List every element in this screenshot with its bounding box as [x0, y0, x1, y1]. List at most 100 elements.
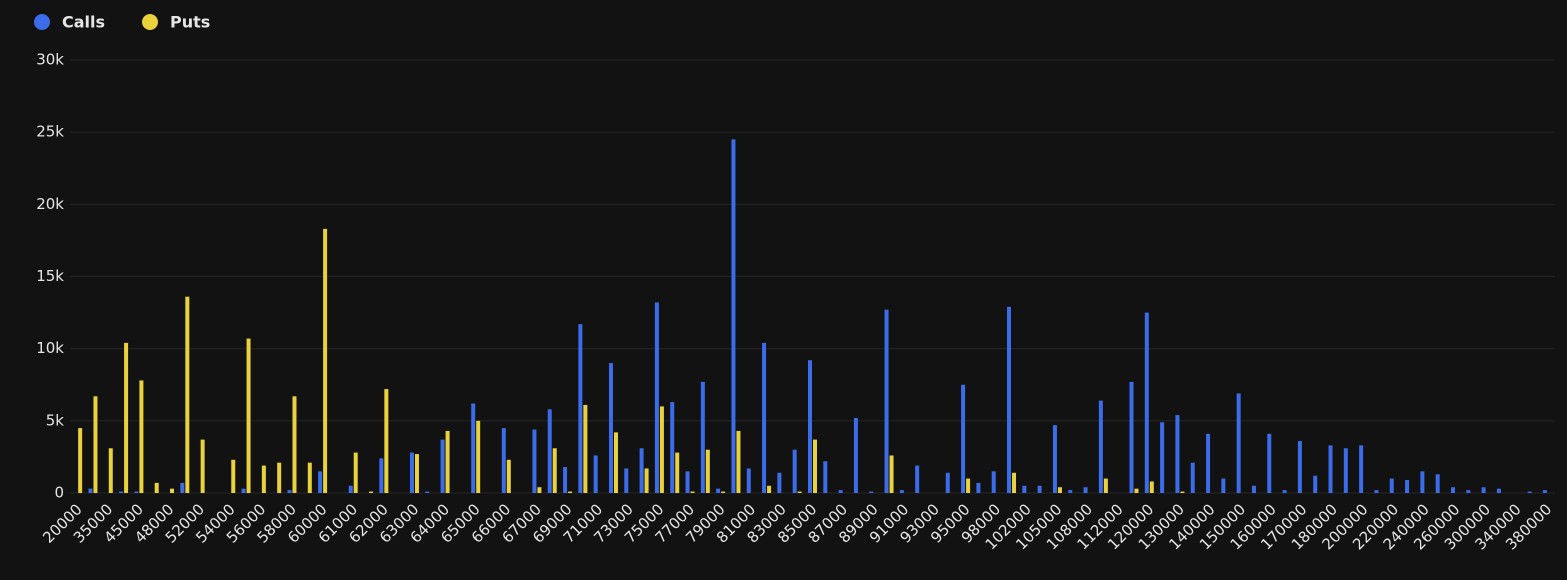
bar: [200, 439, 205, 493]
bar: [1134, 488, 1139, 493]
y-tick-label: 30k: [36, 51, 64, 69]
bar: [1103, 478, 1108, 493]
bar: [445, 430, 450, 493]
bar: [1149, 481, 1154, 493]
bar: [685, 471, 690, 493]
bar: [1435, 474, 1440, 493]
y-tick-label: 20k: [36, 195, 64, 213]
bar: [1328, 445, 1333, 493]
bar: [654, 302, 659, 493]
bar: [506, 459, 511, 493]
bar: [119, 491, 124, 493]
bar: [991, 471, 996, 493]
bar: [154, 482, 159, 493]
bar: [1542, 490, 1547, 493]
bar: [241, 488, 246, 493]
bar: [593, 455, 598, 493]
bar: [1251, 485, 1256, 493]
bar: [966, 478, 971, 493]
bar: [1450, 487, 1455, 493]
y-tick-label: 10k: [36, 339, 64, 357]
legend-label: Puts: [170, 13, 210, 32]
bar: [1297, 441, 1302, 493]
bar: [180, 482, 185, 493]
bar: [501, 428, 506, 493]
bar: [1481, 487, 1486, 493]
bar: [1129, 381, 1134, 493]
bar: [899, 490, 904, 493]
bar: [838, 490, 843, 493]
bar: [471, 403, 476, 493]
bar: [736, 430, 741, 493]
bar: [639, 448, 644, 493]
bar: [1175, 415, 1180, 493]
bar: [1057, 487, 1062, 493]
bar: [813, 439, 817, 493]
bar: [440, 439, 445, 493]
bar: [568, 491, 573, 493]
bar: [1527, 491, 1532, 493]
bar: [414, 454, 419, 493]
bar: [613, 432, 618, 493]
bar: [1206, 433, 1211, 493]
bar: [552, 448, 557, 493]
bar: [78, 428, 83, 493]
bar: [869, 491, 874, 493]
bar: [659, 406, 664, 493]
bar: [889, 455, 894, 493]
bar: [1282, 490, 1287, 493]
bar: [1405, 480, 1410, 493]
bar: [1466, 490, 1471, 493]
bar: [1420, 471, 1425, 493]
bar: [318, 471, 323, 493]
bar: [762, 342, 767, 493]
bar: [624, 468, 629, 493]
bar: [261, 465, 266, 493]
bar: [716, 488, 721, 493]
bar: [670, 402, 675, 493]
y-tick-label: 25k: [36, 123, 64, 141]
bar: [1007, 306, 1012, 493]
y-tick-label: 0: [54, 484, 64, 502]
bar: [292, 396, 297, 493]
bar: [139, 380, 144, 493]
bar: [767, 485, 772, 493]
bar: [797, 491, 802, 493]
legend-swatch: [34, 14, 50, 30]
bar: [476, 420, 481, 493]
y-tick-label: 5k: [46, 411, 65, 429]
bar: [884, 309, 889, 493]
bar: [705, 449, 710, 493]
bar: [690, 491, 695, 493]
bar: [1160, 422, 1165, 493]
bar: [823, 461, 828, 493]
bar: [537, 487, 542, 493]
bar: [108, 448, 113, 493]
bar: [675, 452, 680, 493]
bar: [185, 296, 190, 493]
bar: [731, 139, 736, 493]
bar: [700, 381, 705, 493]
bar: [124, 342, 129, 493]
legend-label: Calls: [62, 13, 105, 32]
bar: [792, 449, 797, 493]
bar: [1313, 475, 1318, 493]
bar: [409, 452, 414, 493]
bar: [1180, 491, 1185, 493]
bar: [1052, 425, 1057, 493]
bar: [547, 409, 552, 493]
y-tick-label: 15k: [36, 267, 64, 285]
bar: [425, 491, 430, 493]
bar: [93, 396, 98, 493]
bar: [384, 389, 389, 493]
bar: [348, 485, 353, 493]
bar: [88, 488, 93, 493]
bar: [1236, 393, 1241, 493]
bar: [323, 228, 328, 493]
bar: [644, 468, 649, 493]
bar: [1144, 312, 1149, 493]
bar: [915, 465, 920, 493]
bar: [976, 482, 981, 493]
